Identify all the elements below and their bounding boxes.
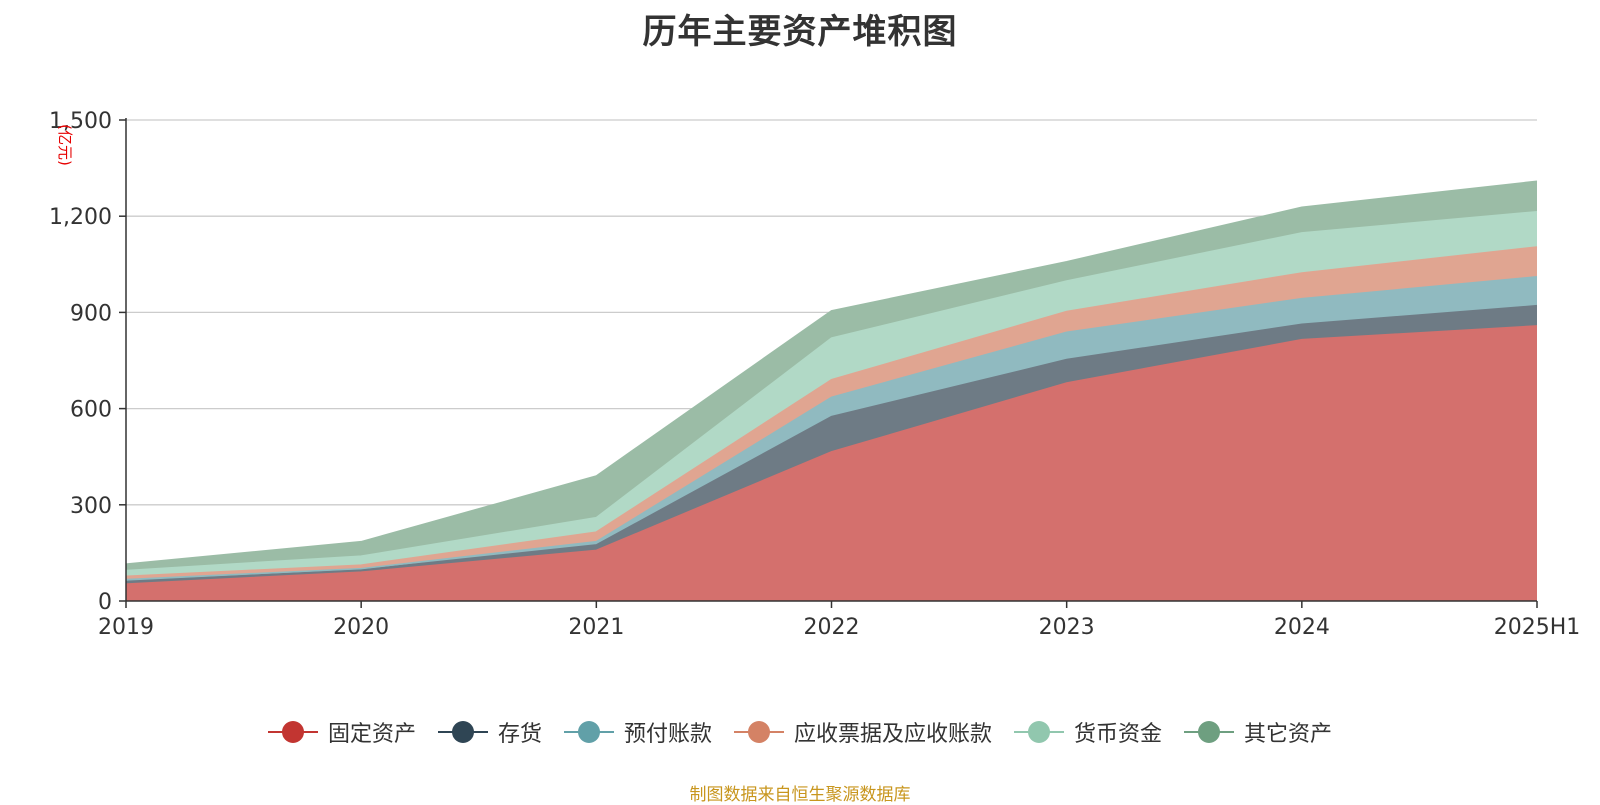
x-tick-label: 2023 bbox=[1039, 615, 1095, 640]
legend-marker bbox=[267, 720, 318, 744]
series-line-5 bbox=[125, 210, 1538, 572]
legend-marker-dot bbox=[451, 721, 474, 743]
series-line-2 bbox=[125, 304, 1538, 583]
legend-item[interactable]: 其它资产 bbox=[1184, 716, 1332, 748]
legend-marker-dot bbox=[1198, 721, 1221, 743]
tick-labels: 0 300 600 900 1,200 1,500 2019 2020 2021 2022 2023… bbox=[49, 109, 1580, 640]
series-line-6 bbox=[125, 180, 1538, 565]
x-tick-label: 2019 bbox=[98, 615, 154, 640]
legend-marker bbox=[1014, 720, 1065, 744]
series-areas bbox=[126, 181, 1537, 601]
legend-item[interactable]: 应收票据及应收账款 bbox=[734, 716, 992, 748]
legend-item[interactable]: 固定资产 bbox=[267, 716, 416, 748]
legend-label: 其它资产 bbox=[1244, 722, 1333, 747]
y-tick-label: 300 bbox=[70, 494, 112, 519]
x-tick-label: 2024 bbox=[1274, 615, 1330, 640]
legend-marker-dot bbox=[1028, 721, 1051, 743]
legend-item[interactable]: 预付账款 bbox=[563, 716, 712, 748]
x-tick-label: 2022 bbox=[804, 615, 860, 640]
legend-marker-dot bbox=[281, 721, 304, 743]
series-area-5[interactable] bbox=[126, 211, 1537, 577]
series-line-1 bbox=[125, 325, 1538, 585]
x-tick-label: 2025H1 bbox=[1494, 615, 1581, 640]
series-lines bbox=[125, 180, 1538, 585]
legend-item[interactable]: 存货 bbox=[437, 716, 542, 748]
series-line-3 bbox=[125, 276, 1538, 581]
y-tick-label: 1,500 bbox=[49, 109, 112, 134]
legend-marker-dot bbox=[748, 721, 770, 743]
legend-label: 固定资产 bbox=[327, 722, 416, 747]
legend-label: 应收票据及应收账款 bbox=[794, 722, 993, 747]
source-note: 制图数据来自恒生聚源数据库 bbox=[689, 785, 911, 805]
x-tick-label: 2021 bbox=[568, 615, 624, 640]
series-area-2[interactable] bbox=[126, 305, 1537, 585]
chart-title: 历年主要资产堆积图 bbox=[642, 12, 958, 52]
series-area-1[interactable] bbox=[126, 325, 1537, 601]
legend-marker bbox=[734, 720, 784, 744]
y-axis-unit-label: (亿元) bbox=[56, 124, 74, 166]
series-area-3[interactable] bbox=[126, 276, 1537, 582]
legend: 固定资产 存货 预付账款 应收票据及应收账款 货币资金 其它资产 bbox=[0, 716, 1600, 748]
legend-label: 存货 bbox=[497, 722, 542, 747]
legend-item[interactable]: 货币资金 bbox=[1014, 716, 1162, 748]
series-area-6[interactable] bbox=[126, 181, 1537, 571]
series-line-4 bbox=[125, 246, 1538, 578]
legend-marker-dot bbox=[577, 721, 600, 743]
x-tick-label: 2020 bbox=[333, 615, 389, 640]
legend-marker bbox=[437, 720, 488, 744]
series-area-4[interactable] bbox=[126, 246, 1537, 580]
legend-label: 预付账款 bbox=[623, 722, 712, 747]
y-tick-label: 600 bbox=[70, 398, 112, 423]
axes bbox=[119, 118, 1538, 608]
y-tick-label: 1,200 bbox=[49, 205, 112, 230]
y-tick-label: 900 bbox=[70, 301, 112, 326]
y-tick-label: 0 bbox=[98, 590, 112, 615]
legend-marker bbox=[563, 720, 614, 744]
legend-label: 货币资金 bbox=[1074, 722, 1163, 747]
legend-marker bbox=[1184, 720, 1235, 744]
